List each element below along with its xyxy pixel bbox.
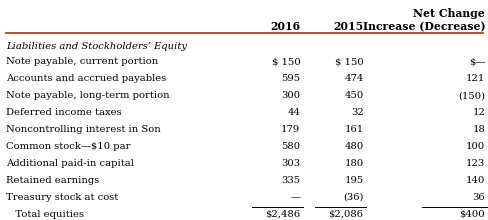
Text: Increase (Decrease): Increase (Decrease) bbox=[362, 22, 484, 33]
Text: $2,086: $2,086 bbox=[328, 210, 363, 219]
Text: Note payable, long-term portion: Note payable, long-term portion bbox=[6, 91, 169, 100]
Text: Treasury stock at cost: Treasury stock at cost bbox=[6, 193, 118, 202]
Text: 2016: 2016 bbox=[270, 22, 300, 33]
Text: Note payable, current portion: Note payable, current portion bbox=[6, 57, 158, 66]
Text: Total equities: Total equities bbox=[6, 210, 84, 219]
Text: Retained earnings: Retained earnings bbox=[6, 176, 99, 185]
Text: (36): (36) bbox=[343, 193, 363, 202]
Text: $ 150: $ 150 bbox=[271, 57, 300, 66]
Text: 36: 36 bbox=[471, 193, 484, 202]
Text: 161: 161 bbox=[344, 125, 363, 134]
Text: 44: 44 bbox=[287, 108, 300, 117]
Text: 32: 32 bbox=[350, 108, 363, 117]
Text: 474: 474 bbox=[344, 74, 363, 83]
Text: 100: 100 bbox=[465, 142, 484, 151]
Text: $2,486: $2,486 bbox=[265, 210, 300, 219]
Text: $400: $400 bbox=[459, 210, 484, 219]
Text: Common stock—$10 par: Common stock—$10 par bbox=[6, 142, 130, 151]
Text: 195: 195 bbox=[344, 176, 363, 185]
Text: Accounts and accrued payables: Accounts and accrued payables bbox=[6, 74, 166, 83]
Text: Additional paid-in capital: Additional paid-in capital bbox=[6, 159, 134, 168]
Text: Deferred income taxes: Deferred income taxes bbox=[6, 108, 122, 117]
Text: Net Change: Net Change bbox=[412, 7, 484, 18]
Text: 580: 580 bbox=[281, 142, 300, 151]
Text: 123: 123 bbox=[465, 159, 484, 168]
Text: 303: 303 bbox=[281, 159, 300, 168]
Text: 12: 12 bbox=[471, 108, 484, 117]
Text: 335: 335 bbox=[281, 176, 300, 185]
Text: (150): (150) bbox=[457, 91, 484, 100]
Text: Noncontrolling interest in Son: Noncontrolling interest in Son bbox=[6, 125, 161, 134]
Text: 450: 450 bbox=[344, 91, 363, 100]
Text: $ 150: $ 150 bbox=[334, 57, 363, 66]
Text: 18: 18 bbox=[471, 125, 484, 134]
Text: $—: $— bbox=[468, 57, 484, 66]
Text: —: — bbox=[290, 193, 300, 202]
Text: 300: 300 bbox=[281, 91, 300, 100]
Text: 121: 121 bbox=[465, 74, 484, 83]
Text: 179: 179 bbox=[281, 125, 300, 134]
Text: 595: 595 bbox=[281, 74, 300, 83]
Text: 2015: 2015 bbox=[333, 22, 363, 33]
Text: 140: 140 bbox=[465, 176, 484, 185]
Text: Liabilities and Stockholders’ Equity: Liabilities and Stockholders’ Equity bbox=[6, 42, 187, 51]
Text: 480: 480 bbox=[344, 142, 363, 151]
Text: 180: 180 bbox=[344, 159, 363, 168]
